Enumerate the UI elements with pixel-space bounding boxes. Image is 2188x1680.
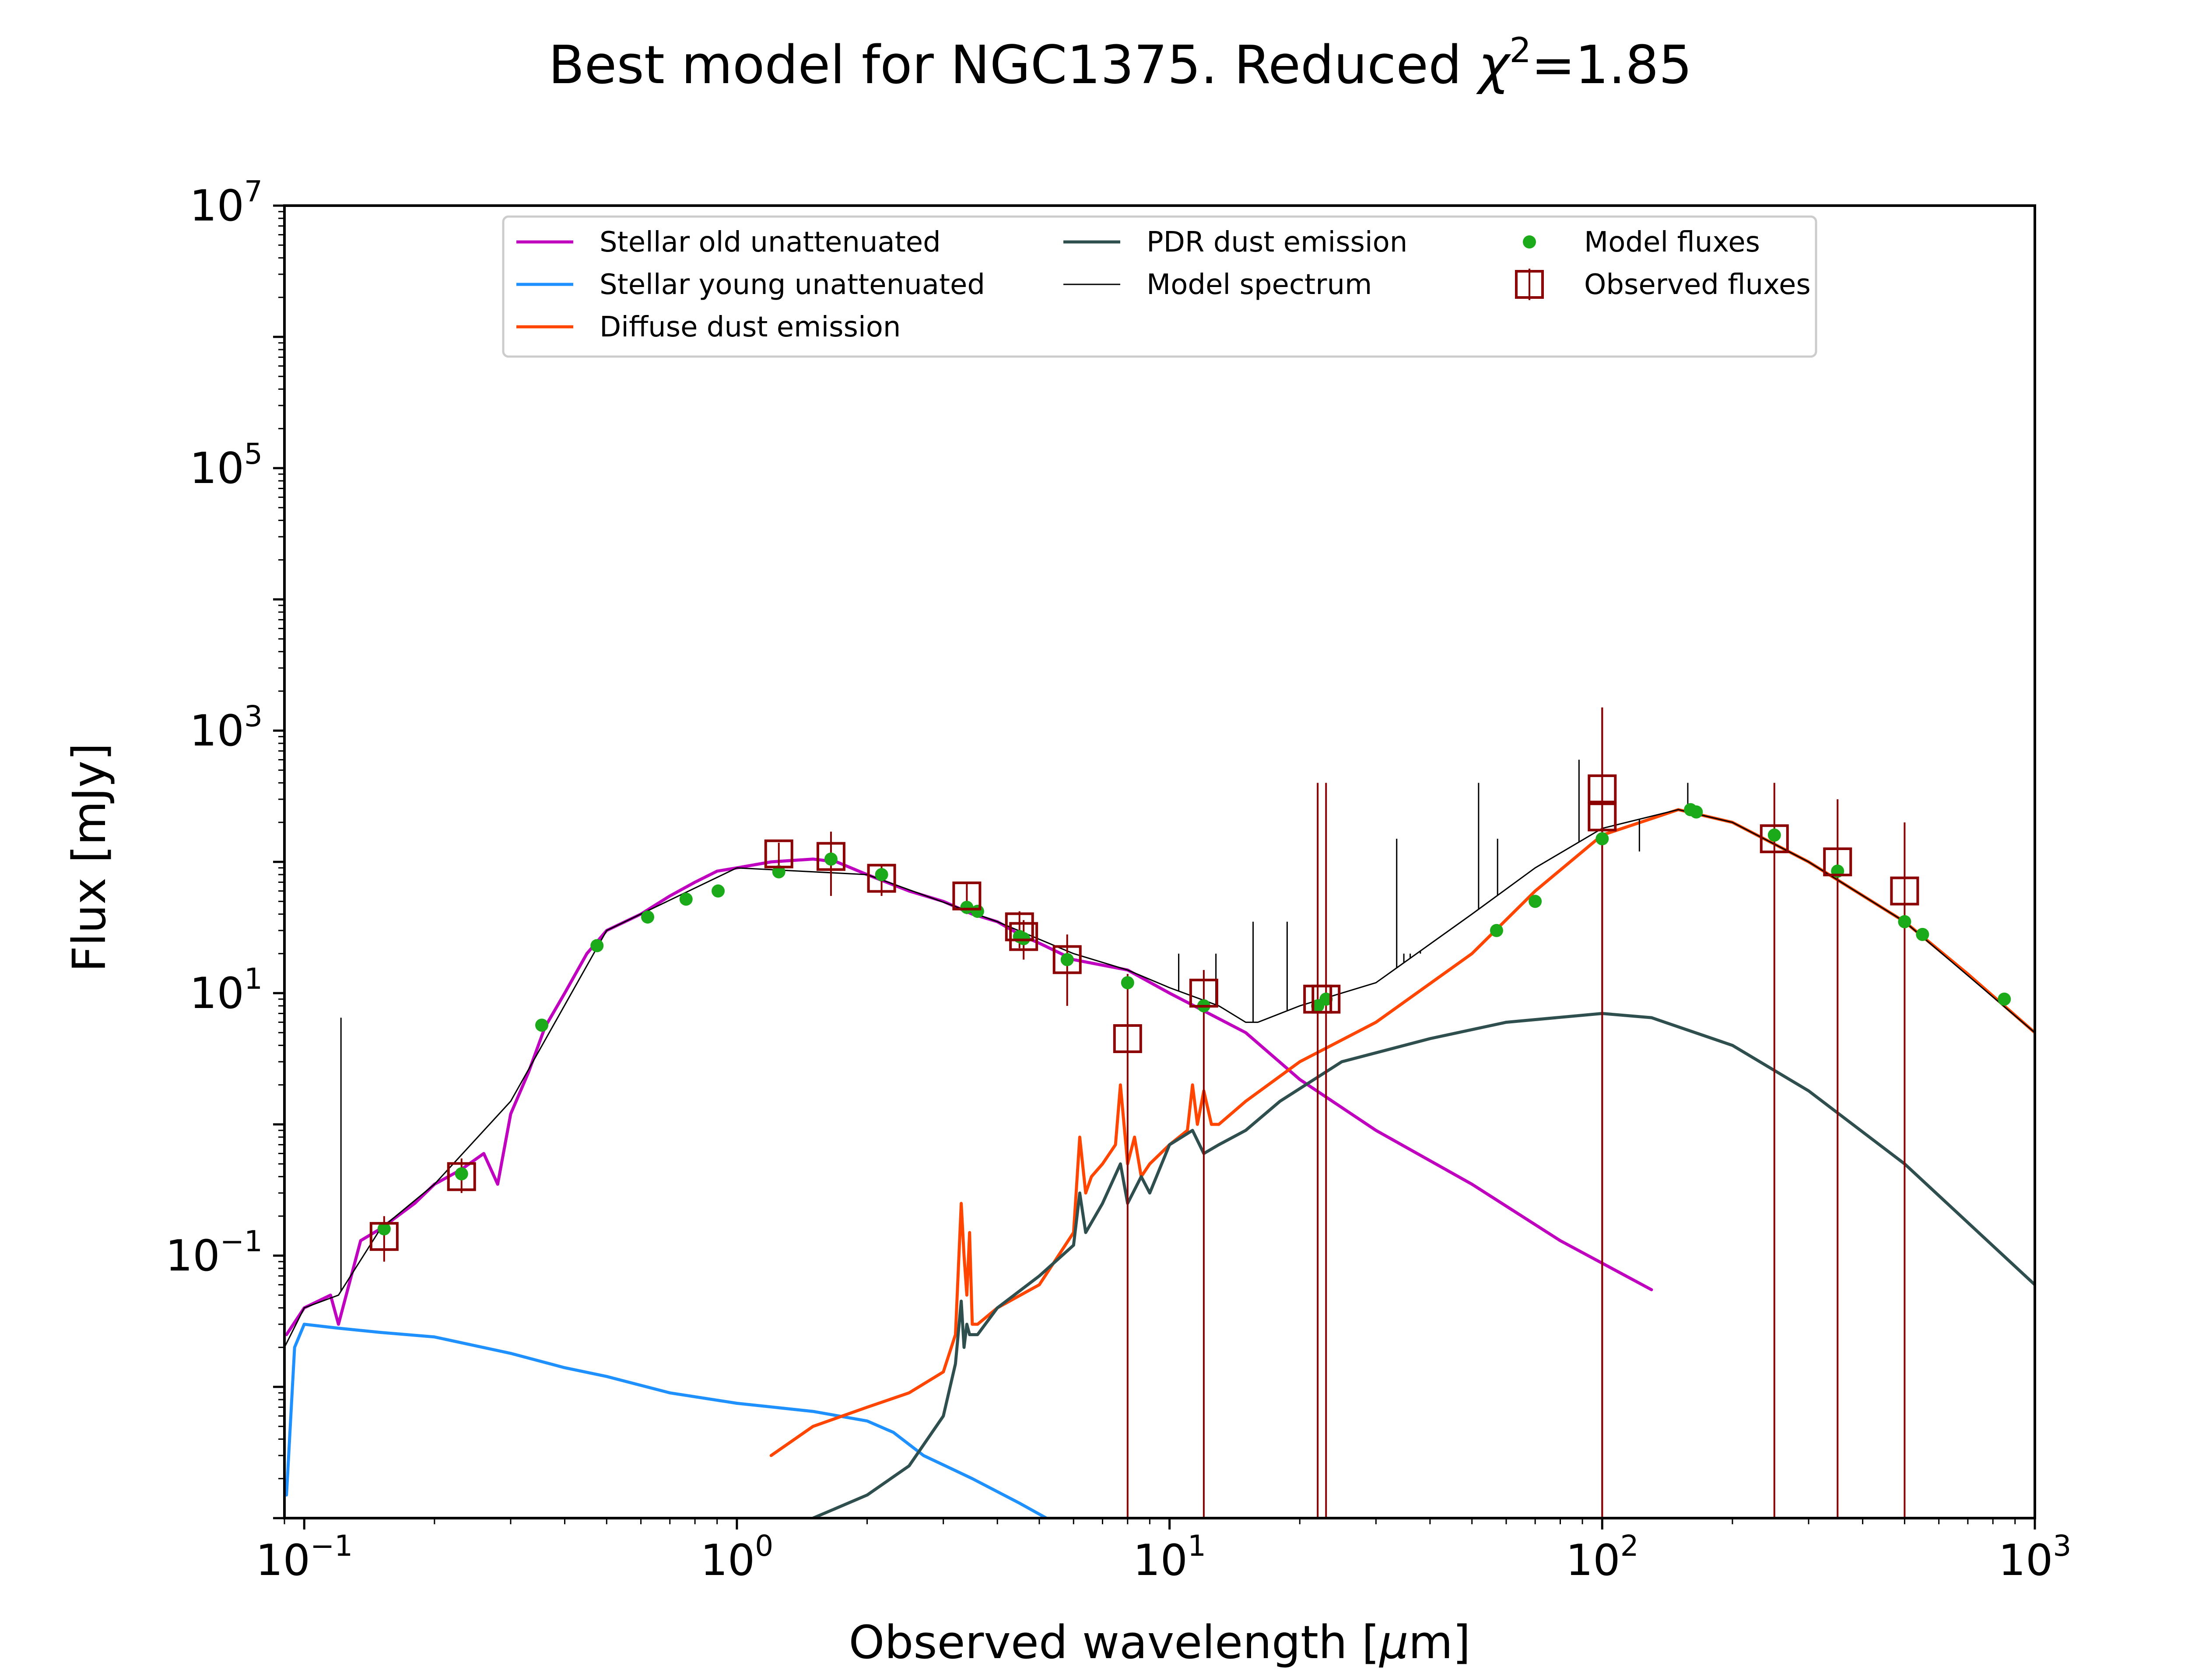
legend-label-stellar-old-unattenuated: Stellar old unattenuated	[600, 226, 941, 259]
tick-layer: 10−1 100 101 102 103 10−1 101 103 105 107	[165, 175, 2071, 1586]
series-stellar-old-unattenuated	[285, 858, 1653, 1337]
legend-entry-diffuse-dust-emission: Diffuse dust emission	[516, 311, 901, 343]
model-flux-point-27	[1916, 928, 1929, 941]
observed-flux-point-15	[1760, 824, 1789, 854]
model-flux-point-0	[377, 1222, 391, 1236]
model-flux-point-24	[1767, 828, 1781, 842]
observed-flux-point-5	[952, 881, 982, 910]
y-axis-label: Flux [mJy]	[63, 743, 116, 972]
observed-flux-point-17	[1890, 876, 1919, 906]
observed-flux-point-7	[1009, 922, 1038, 951]
legend-swatch-model-fluxes	[1523, 235, 1536, 248]
observed-flux-point-9	[1113, 1024, 1142, 1054]
legend-label-model-spectrum: Model spectrum	[1147, 269, 1372, 301]
model-flux-point-20	[1529, 895, 1542, 908]
chart-title: Best model for NGC1375. Reduced χ2=1.85	[548, 31, 1692, 96]
y-tick-label-4: 107	[189, 175, 263, 231]
x-tick-label-3: 102	[1566, 1529, 1639, 1586]
model-flux-point-19	[1490, 924, 1503, 937]
x-tick-label-4: 103	[1999, 1529, 2072, 1586]
legend-entry-stellar-young-unattenuated: Stellar young unattenuated	[516, 269, 985, 301]
observed-flux-point-12	[1311, 984, 1341, 1014]
observed-flux-point-4	[867, 864, 896, 893]
marker-layer	[369, 707, 2011, 1518]
model-flux-point-1	[455, 1167, 468, 1181]
legend-label-pdr-dust-emission: PDR dust emission	[1147, 226, 1407, 259]
model-flux-point-5	[679, 892, 693, 906]
series-diffuse-dust-emission	[769, 808, 2035, 1457]
model-flux-point-23	[1690, 805, 1703, 819]
x-axis-label: Observed wavelength [μm]	[849, 1616, 1471, 1669]
observed-flux-point-3	[816, 842, 845, 871]
x-tick-label-1: 100	[701, 1529, 774, 1586]
model-flux-point-8	[824, 852, 838, 866]
legend-entry-model-fluxes: Model fluxes	[1523, 226, 1760, 259]
observed-flux-point-16	[1823, 847, 1852, 876]
model-flux-point-2	[535, 1018, 549, 1032]
legend: Stellar old unattenuated Stellar young un…	[502, 215, 1817, 358]
model-flux-point-3	[590, 939, 604, 952]
model-flux-point-18	[1319, 992, 1333, 1006]
observed-flux-point-0	[369, 1222, 399, 1251]
legend-box	[502, 215, 1817, 358]
model-flux-point-6	[712, 884, 725, 898]
y-tick-label-1: 101	[189, 962, 263, 1018]
model-flux-point-26	[1898, 915, 1911, 928]
observed-flux-point-6	[1005, 912, 1034, 942]
legend-label-model-fluxes: Model fluxes	[1584, 226, 1760, 259]
model-flux-point-10	[960, 901, 974, 914]
series-stellar-young-unattenuated	[285, 1323, 1050, 1518]
y-tick-label-3: 105	[189, 437, 263, 494]
y-tick-label-0: 10−1	[165, 1225, 263, 1281]
legend-entry-stellar-old-unattenuated: Stellar old unattenuated	[516, 226, 941, 259]
model-flux-point-11	[971, 905, 984, 918]
model-flux-point-21	[1595, 832, 1609, 846]
observed-flux-point-8	[1052, 945, 1082, 974]
x-tick-label-0: 10−1	[256, 1529, 353, 1586]
model-flux-point-7	[772, 865, 785, 878]
legend-entry-pdr-dust-emission: PDR dust emission	[1063, 226, 1407, 259]
observed-flux-point-1	[447, 1162, 476, 1191]
legend-label-observed-fluxes: Observed fluxes	[1584, 269, 1811, 301]
observed-flux-point-2	[764, 839, 793, 868]
series-layer	[284, 760, 2035, 1518]
observed-flux-point-13	[1588, 802, 1617, 832]
legend-entry-model-spectrum: Model spectrum	[1063, 269, 1372, 301]
plot-area	[283, 204, 2036, 1519]
legend-label-diffuse-dust-emission: Diffuse dust emission	[600, 311, 901, 343]
observed-flux-point-10	[1189, 979, 1218, 1008]
model-flux-point-28	[1998, 992, 2011, 1006]
y-tick-label-2: 103	[189, 700, 263, 756]
x-tick-label-2: 101	[1133, 1529, 1206, 1586]
model-flux-point-4	[641, 910, 655, 924]
legend-entry-observed-fluxes: Observed fluxes	[1515, 269, 1811, 301]
model-flux-point-9	[875, 868, 888, 882]
model-flux-point-15	[1121, 976, 1134, 990]
model-flux-point-14	[1060, 953, 1074, 966]
observed-flux-point-14	[1588, 774, 1617, 804]
legend-label-stellar-young-unattenuated: Stellar young unattenuated	[600, 269, 985, 301]
